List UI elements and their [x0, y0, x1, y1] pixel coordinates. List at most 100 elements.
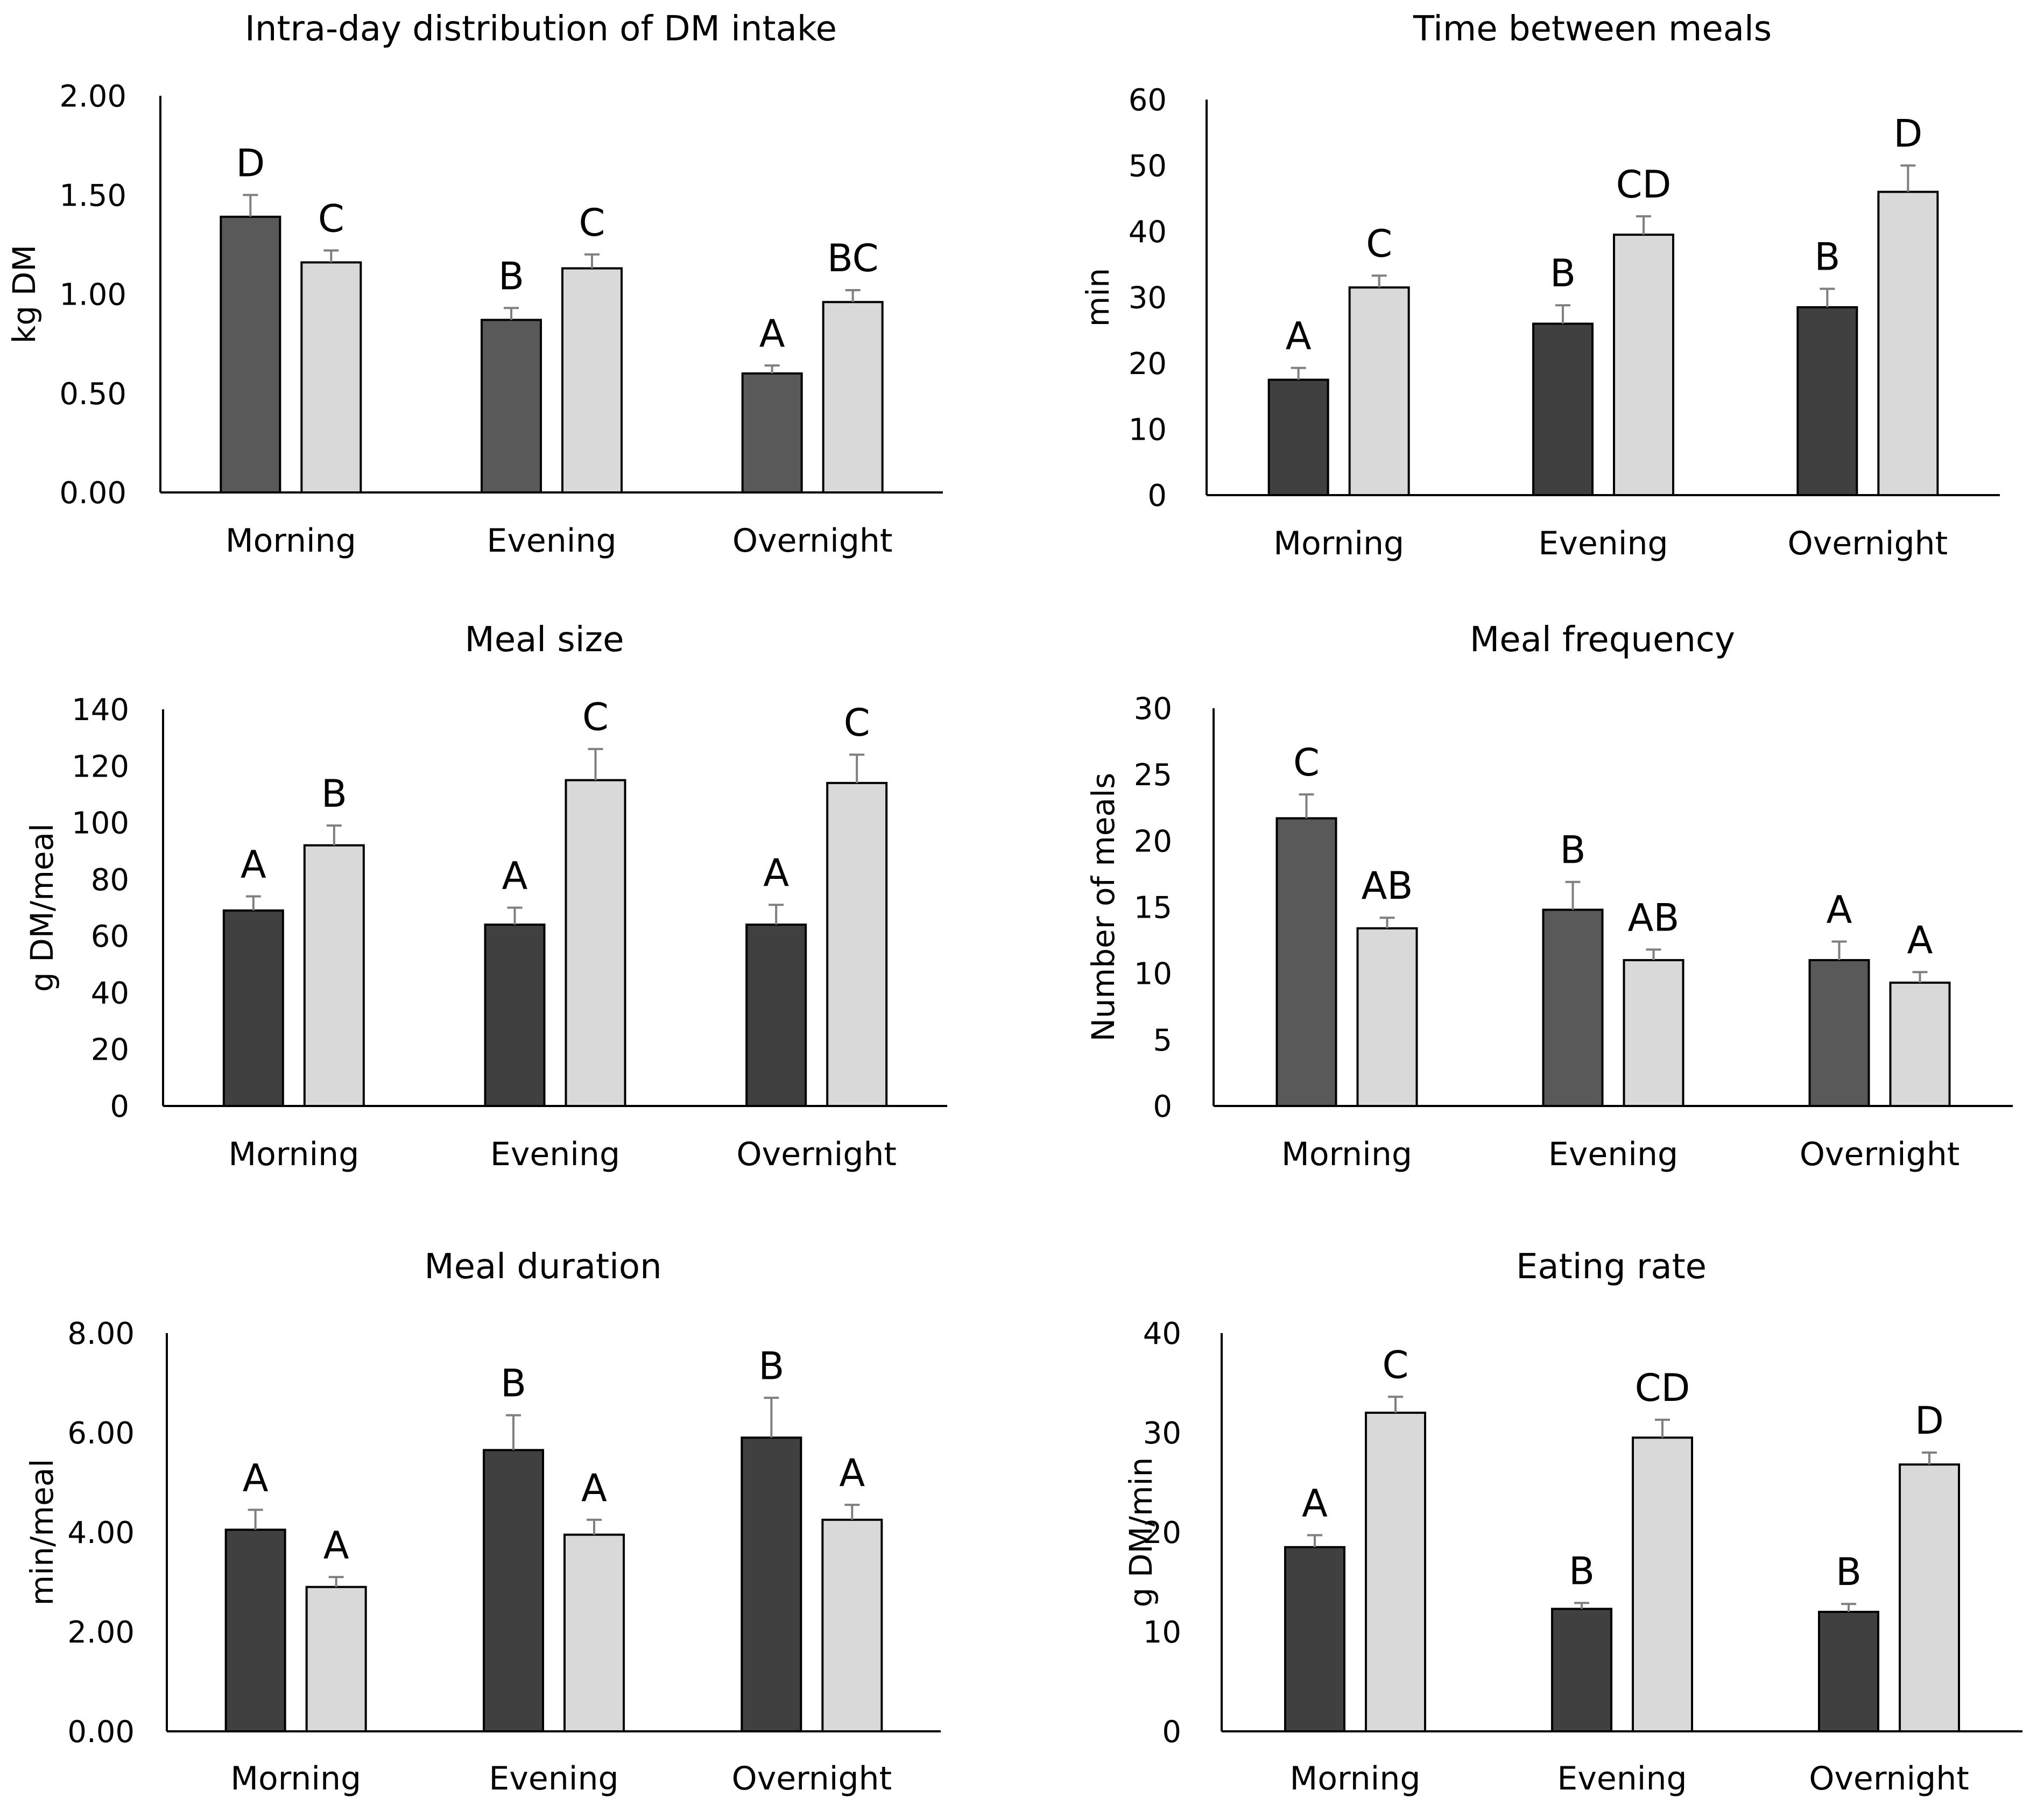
- panel-4-y-tick-label: 5: [1153, 1023, 1172, 1058]
- panel-3-significance-letter: B: [321, 772, 347, 816]
- panel-6-category-label: Evening: [1557, 1760, 1687, 1798]
- panel-1-significance-letter: B: [498, 254, 524, 298]
- panel-4-bar-dark: [1808, 959, 1870, 1107]
- panel-3-bar-dark: [484, 924, 546, 1107]
- panel-2-y-tick-label: 30: [1129, 281, 1167, 316]
- panel-5-y-tick-label: 2.00: [67, 1615, 135, 1650]
- panel-3-y-tick-label: 100: [72, 806, 129, 841]
- panel-3-title: Meal size: [464, 620, 624, 660]
- panel-5-bar-light: [305, 1585, 367, 1732]
- panel-5-title: Meal duration: [424, 1247, 661, 1287]
- panel-1-significance-letter: BC: [827, 236, 879, 280]
- panel-1-y-tick-label: 2.00: [59, 79, 126, 114]
- panel-3-bar-light: [303, 844, 365, 1107]
- panel-4-significance-letter: AB: [1362, 864, 1413, 908]
- panel-5-bar-dark: [483, 1449, 544, 1732]
- panel-2-bar-light: [1877, 191, 1939, 496]
- panel-6-y-axis-label: g DM/min: [1123, 1457, 1159, 1608]
- panel-1-significance-letter: D: [236, 141, 265, 185]
- panel-6-y-tick-label: 20: [1143, 1516, 1181, 1551]
- panel-3-significance-letter: C: [582, 695, 609, 739]
- panel-4-significance-letter: AB: [1628, 896, 1680, 940]
- panel-2-category-label: Evening: [1538, 525, 1668, 562]
- panel-4-bar-light: [1623, 959, 1684, 1107]
- panel-6-y-tick-label: 30: [1143, 1416, 1181, 1451]
- panel-2-bar-dark: [1796, 306, 1858, 496]
- panel-3-bar-light: [565, 779, 626, 1108]
- panel-1-y-tick-label: 0.50: [59, 377, 126, 412]
- panel-5-bar-light: [563, 1533, 625, 1732]
- panel-6-bar-light: [1899, 1463, 1960, 1732]
- panel-6-y-tick-label: 0: [1162, 1715, 1181, 1750]
- panel-1-bar-light: [300, 261, 362, 494]
- panel-2-y-tick-label: 50: [1129, 149, 1167, 184]
- panel-3-y-tick-label: 0: [110, 1089, 129, 1124]
- panel-5-significance-letter: B: [501, 1362, 526, 1406]
- panel-4-y-tick-label: 0: [1153, 1089, 1172, 1124]
- panel-1-bar-dark: [481, 319, 542, 494]
- panel-6-bar-dark: [1284, 1546, 1345, 1732]
- panel-1-bar-dark: [741, 372, 803, 494]
- panel-2-category-label: Morning: [1273, 525, 1404, 562]
- panel-3-bar-light: [826, 781, 888, 1108]
- panel-3-y-axis-label: g DM/meal: [24, 823, 60, 992]
- panel-4-y-tick-label: 25: [1134, 758, 1172, 793]
- panel-4-y-tick-label: 30: [1134, 692, 1172, 727]
- panel-2-y-axis-label: min: [1080, 268, 1116, 327]
- panel-4-bar-dark: [1275, 817, 1337, 1107]
- panel-2-y-tick-label: 20: [1129, 347, 1167, 382]
- panel-2-bar-light: [1348, 286, 1410, 496]
- panel-6-category-label: Overnight: [1809, 1760, 1969, 1798]
- panel-6-significance-letter: A: [1302, 1482, 1328, 1526]
- panel-6-significance-letter: D: [1915, 1399, 1944, 1443]
- panel-6-significance-letter: B: [1836, 1550, 1862, 1594]
- panel-5-y-axis-label: min/meal: [24, 1459, 60, 1606]
- panel-2-significance-letter: CD: [1616, 163, 1672, 207]
- panel-5-y-tick-label: 8.00: [67, 1316, 135, 1351]
- panel-5-significance-letter: B: [758, 1344, 784, 1388]
- panel-3-y-tick-label: 140: [72, 693, 129, 728]
- panel-4-bar-light: [1356, 927, 1418, 1107]
- panel-3-y-tick-label: 40: [91, 976, 129, 1011]
- panel-6-y-tick-label: 10: [1143, 1615, 1181, 1650]
- panel-4-bar-light: [1889, 981, 1951, 1108]
- panel-1-bar-light: [822, 301, 884, 494]
- panel-2-significance-letter: B: [1814, 235, 1840, 279]
- panel-3-category-label: Morning: [228, 1136, 359, 1173]
- panel-3-significance-letter: C: [844, 701, 870, 745]
- panel-6-category-label: Morning: [1290, 1760, 1421, 1798]
- panel-2-y-tick-label: 10: [1129, 413, 1167, 448]
- panel-5-significance-letter: A: [581, 1466, 607, 1510]
- panel-6-title: Eating rate: [1516, 1247, 1707, 1287]
- panel-1-significance-letter: C: [579, 201, 605, 245]
- panel-4-y-tick-label: 10: [1134, 957, 1172, 992]
- panel-3-bar-dark: [745, 924, 807, 1107]
- panel-2-significance-letter: C: [1366, 222, 1392, 266]
- panel-2-y-tick-label: 0: [1147, 478, 1167, 513]
- panel-2-category-label: Overnight: [1788, 525, 1948, 562]
- panel-6-significance-letter: C: [1383, 1343, 1409, 1387]
- panel-1-category-label: Morning: [225, 522, 356, 560]
- panel-3-significance-letter: A: [502, 854, 528, 898]
- panel-5-significance-letter: A: [243, 1456, 269, 1500]
- panel-3-significance-letter: A: [241, 842, 266, 886]
- panel-4-significance-letter: A: [1827, 888, 1852, 932]
- panel-3-y-tick-label: 60: [91, 919, 129, 954]
- panel-4-significance-letter: A: [1907, 918, 1933, 962]
- panel-1-category-label: Evening: [487, 522, 616, 560]
- panel-2-title: Time between meals: [1413, 9, 1772, 49]
- panel-2-y-tick-label: 40: [1129, 215, 1167, 250]
- panel-4-significance-letter: B: [1560, 828, 1585, 872]
- panel-1-y-axis-label: kg DM: [6, 245, 43, 344]
- panel-3-category-label: Evening: [490, 1136, 620, 1173]
- panel-4-title: Meal frequency: [1470, 620, 1735, 660]
- panel-5-bar-light: [821, 1518, 883, 1732]
- panel-1-y-tick-label: 1.00: [59, 278, 126, 313]
- panel-2-bar-light: [1613, 234, 1674, 496]
- panel-4-y-axis-label: Number of meals: [1085, 773, 1122, 1042]
- panel-4-significance-letter: C: [1293, 741, 1320, 785]
- panel-5-bar-dark: [741, 1436, 802, 1732]
- panel-2-significance-letter: B: [1550, 251, 1576, 295]
- panel-3-significance-letter: A: [763, 851, 789, 895]
